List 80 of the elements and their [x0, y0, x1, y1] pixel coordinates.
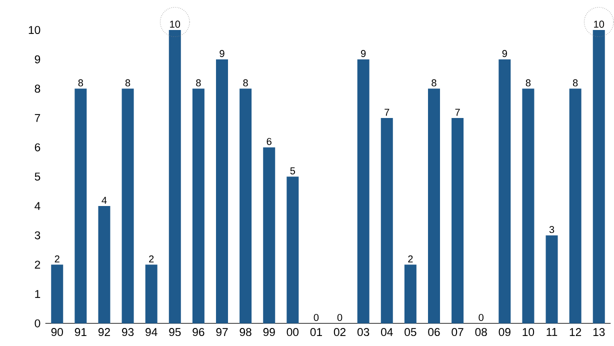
y-tick-label: 8	[34, 84, 40, 93]
y-tick-label: 4	[34, 202, 40, 210]
y-tick-label: 6	[34, 143, 40, 152]
data-label: 2	[408, 255, 413, 262]
data-label: 8	[196, 79, 201, 86]
bar	[498, 59, 511, 324]
bar	[452, 118, 464, 324]
bar	[546, 235, 558, 324]
bar	[51, 264, 64, 324]
bar	[240, 88, 252, 324]
data-label: 8	[572, 79, 578, 86]
y-tick-label: 10	[28, 26, 40, 34]
bar	[286, 176, 299, 324]
data-label: 2	[54, 255, 60, 262]
data-label: 3	[549, 226, 554, 234]
data-label: 10	[170, 20, 180, 28]
data-label: 9	[502, 50, 507, 58]
y-tick-label: 3	[34, 231, 40, 240]
data-label: 4	[102, 196, 107, 204]
data-label: 6	[266, 138, 272, 146]
data-label: 9	[361, 50, 366, 58]
x-tick-label: 13	[593, 328, 605, 336]
x-tick-label: 08	[475, 328, 487, 336]
x-tick-label: 09	[498, 328, 510, 336]
x-tick-label: 12	[570, 328, 582, 336]
data-label: 8	[78, 79, 84, 86]
x-tick-label: 98	[240, 328, 252, 336]
x-tick-label: 04	[381, 328, 393, 336]
y-tick-label: 7	[34, 114, 40, 122]
bar	[216, 59, 228, 324]
bar	[145, 264, 158, 324]
y-tick-label: 2	[34, 260, 40, 269]
x-tick-label: 00	[286, 328, 299, 336]
bar	[122, 88, 134, 324]
x-tick-label: 96	[192, 328, 204, 336]
bar	[592, 30, 605, 324]
x-tick-label: 07	[452, 328, 464, 336]
x-tick-label: 91	[74, 328, 86, 336]
x-tick-label: 11	[546, 328, 558, 336]
data-label: 10	[594, 20, 604, 28]
bar	[404, 264, 416, 324]
x-tick-label: 10	[522, 328, 534, 336]
y-tick-label: 5	[34, 172, 40, 181]
data-label: 8	[243, 79, 248, 86]
x-tick-label: 94	[146, 328, 158, 336]
x-tick-label: 03	[357, 328, 370, 336]
y-tick-label: 1	[35, 290, 40, 298]
bar	[263, 147, 276, 324]
data-label: 9	[220, 50, 224, 58]
y-tick-label: 0	[34, 319, 40, 328]
data-label: 7	[455, 108, 460, 116]
data-label: 8	[526, 79, 531, 86]
data-label: 5	[290, 167, 296, 174]
data-label: 2	[149, 255, 154, 262]
x-tick-label: 93	[122, 328, 134, 336]
x-tick-label: 05	[404, 328, 416, 336]
bar	[168, 30, 181, 324]
x-tick-label: 90	[51, 328, 63, 336]
bar	[428, 88, 440, 324]
x-tick-label: 06	[428, 328, 440, 336]
x-tick-label: 95	[169, 328, 181, 336]
x-tick-label: 01	[310, 328, 322, 336]
data-label: 0	[478, 314, 484, 322]
bar	[522, 88, 534, 324]
data-label: 0	[337, 314, 342, 322]
y-tick-label: 9	[34, 55, 40, 64]
x-tick-label: 99	[263, 328, 275, 336]
data-label: 8	[125, 79, 130, 86]
bar	[380, 118, 393, 324]
x-tick-label: 92	[98, 328, 110, 336]
bar	[98, 206, 110, 324]
data-label: 0	[314, 314, 319, 322]
bar	[569, 88, 582, 324]
bar	[74, 88, 87, 324]
data-label: 7	[384, 108, 390, 116]
bar	[192, 88, 204, 324]
bar	[357, 59, 370, 324]
x-tick-label: 97	[216, 328, 228, 336]
data-label: 8	[432, 79, 436, 86]
x-tick-label: 02	[334, 328, 346, 336]
